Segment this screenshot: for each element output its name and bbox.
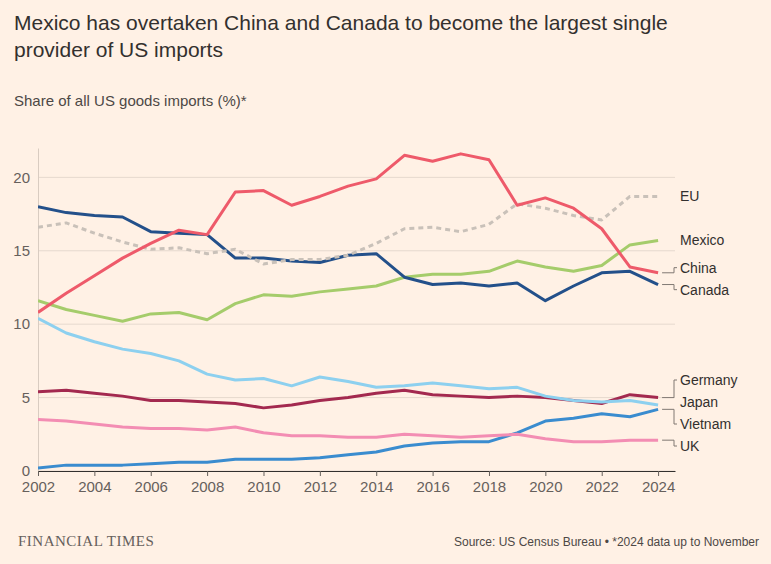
x-tick-mark <box>151 471 152 476</box>
x-tick-label: 2002 <box>22 478 55 495</box>
grid-line <box>38 177 675 178</box>
chart: Mexico has overtaken China and Canada to… <box>0 0 771 564</box>
x-tick: 2006 <box>135 471 168 495</box>
x-tick: 2024 <box>642 471 675 495</box>
series-label: Canada <box>680 282 729 298</box>
label-leader <box>662 440 677 446</box>
x-tick-label: 2012 <box>304 478 337 495</box>
title: Mexico has overtaken China and Canada to… <box>14 11 668 61</box>
label-leader <box>662 285 677 290</box>
x-tick-mark <box>94 471 95 476</box>
x-tick-mark <box>658 471 659 476</box>
series-line <box>38 409 658 468</box>
labels: EU Mexico China Canada Germany Japan Vietnam UK <box>662 188 737 454</box>
series-line <box>38 420 658 442</box>
y-axis: 05101520 <box>13 149 38 480</box>
x-tick-mark <box>320 471 321 476</box>
grid-line <box>38 471 675 472</box>
x-tick: 2016 <box>416 471 449 495</box>
series-label: Germany <box>680 372 738 388</box>
x-tick: 2022 <box>586 471 619 495</box>
y-tick-label: 15 <box>13 242 30 259</box>
series-label: EU <box>680 188 699 204</box>
x-tick: 2020 <box>529 471 562 495</box>
y-tick: 15 <box>13 242 38 259</box>
y-tick-label: 20 <box>13 169 30 186</box>
x-tick-mark <box>602 471 603 476</box>
x-tick-mark <box>489 471 490 476</box>
label-leader <box>662 409 677 424</box>
x-tick-mark <box>545 471 546 476</box>
background <box>0 0 771 564</box>
x-tick: 2008 <box>191 471 224 495</box>
grid-line <box>38 324 675 325</box>
x-tick: 2002 <box>22 471 55 495</box>
grid <box>38 177 675 471</box>
y-tick-label: 5 <box>22 389 30 406</box>
x-tick-label: 2014 <box>360 478 393 495</box>
x-tick-mark <box>433 471 434 476</box>
series-label: UK <box>680 438 700 454</box>
y-tick: 20 <box>13 169 38 186</box>
y-tick-label: 10 <box>13 315 30 332</box>
x-tick: 2012 <box>304 471 337 495</box>
label-leader <box>662 268 677 273</box>
x-tick: 2014 <box>360 471 393 495</box>
subtitle: Share of all US goods imports (%)* <box>14 92 247 109</box>
x-tick: 2010 <box>247 471 280 495</box>
source: Source: US Census Bureau • *2024 data up… <box>454 535 759 549</box>
x-tick-label: 2018 <box>473 478 506 495</box>
series-label: China <box>680 260 717 276</box>
x-tick-label: 2008 <box>191 478 224 495</box>
x-tick-mark <box>376 471 377 476</box>
x-tick-label: 2006 <box>135 478 168 495</box>
y-tick: 5 <box>22 389 38 406</box>
y-axis-line <box>38 149 39 472</box>
series-label: Japan <box>680 394 718 410</box>
title-line: Mexico has overtaken China and Canada to… <box>14 11 668 34</box>
series-line <box>38 154 658 313</box>
x-axis-line <box>39 471 676 472</box>
label-leader <box>662 380 677 398</box>
x-tick-label: 2022 <box>586 478 619 495</box>
series-label: Mexico <box>680 232 725 248</box>
x-tick-label: 2010 <box>247 478 280 495</box>
series-line <box>38 318 658 405</box>
brand: FINANCIAL TIMES <box>18 533 154 549</box>
x-tick: 2004 <box>78 471 111 495</box>
y-tick: 10 <box>13 315 38 332</box>
x-axis: 2002 2004 2006 2008 2010 2012 2014 2016 2018 2020… <box>22 471 676 495</box>
plot: 0510152020022004200620082010201220142016… <box>13 149 737 495</box>
x-tick-label: 2020 <box>529 478 562 495</box>
x-tick: 2018 <box>473 471 506 495</box>
x-tick-mark <box>38 471 39 476</box>
lines <box>38 154 658 468</box>
x-tick-label: 2004 <box>78 478 111 495</box>
x-tick-mark <box>207 471 208 476</box>
title-line: provider of US imports <box>14 38 223 61</box>
x-tick-label: 2016 <box>416 478 449 495</box>
x-tick-label: 2024 <box>642 478 675 495</box>
x-tick-mark <box>263 471 264 476</box>
series-label: Vietnam <box>680 416 731 432</box>
